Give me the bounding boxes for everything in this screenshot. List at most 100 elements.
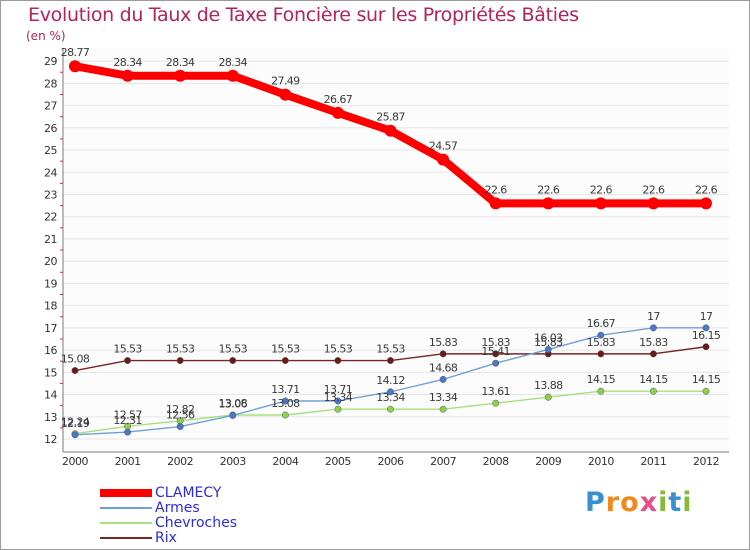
data-point-chevroches [281,411,289,419]
y-tick-label: 14 [44,389,57,402]
data-label-armes: 16.67 [587,317,616,330]
data-point-clamecy [437,153,450,166]
data-point-chevroches [387,405,394,413]
data-point-clamecy [279,88,292,101]
data-label-clamecy: 24.57 [429,140,458,153]
y-tick-label: 22 [44,211,57,224]
logo-letter: i [682,487,693,518]
data-point-clamecy [121,69,134,82]
data-label-armes: 17 [647,310,660,323]
y-tick-label: 15 [44,366,57,379]
y-tick-label: 25 [44,144,57,157]
data-point-rix [649,350,657,358]
data-point-armes [439,375,447,383]
data-label-rix: 15.53 [219,343,248,356]
data-label-armes: 13.06 [219,397,248,410]
data-label-chevroches: 13.08 [219,397,248,410]
data-point-armes [124,428,132,436]
data-point-clamecy [226,69,239,82]
data-label-rix: 15.83 [639,336,668,349]
data-point-armes [597,331,605,339]
y-tick-label: 29 [44,55,57,68]
data-point-armes [387,388,394,396]
logo-letter: P [585,487,606,518]
data-label-chevroches: 14.15 [587,373,616,386]
data-label-chevroches: 13.34 [324,391,353,404]
data-label-rix: 15.83 [534,336,563,349]
x-tick-label: 2010 [588,455,614,468]
y-tick-label: 17 [44,322,57,335]
data-label-chevroches: 12.82 [166,403,195,416]
data-point-rix [492,350,500,358]
x-tick-label: 2004 [272,455,298,468]
data-label-armes: 12.19 [61,417,90,430]
data-point-clamecy [594,197,607,210]
data-point-rix [334,357,342,364]
data-point-armes [649,324,657,332]
data-point-rix [71,367,79,374]
data-label-rix: 15.53 [166,343,195,356]
data-label-armes: 13.71 [324,383,353,396]
y-tick-label: 19 [44,277,57,290]
logo-letter: i [658,487,669,518]
data-point-clamecy [700,197,712,210]
data-point-rix [124,357,132,364]
legend-swatch-rix [100,537,152,539]
data-label-clamecy: 22.6 [590,183,613,196]
data-point-armes [176,423,184,431]
data-label-chevroches: 13.88 [534,379,563,392]
y-tick-label: 20 [44,255,57,268]
data-label-armes: 12.31 [113,414,142,427]
data-point-armes [544,345,552,353]
data-label-armes: 14.12 [376,374,405,387]
logo-letter: o [620,487,640,518]
data-point-chevroches [649,387,657,395]
data-point-chevroches [702,387,710,395]
x-tick-label: 2012 [693,455,719,468]
data-label-clamecy: 22.6 [642,183,665,196]
data-label-clamecy: 28.34 [219,56,248,69]
data-label-clamecy: 28.34 [166,56,195,69]
data-label-chevroches: 12.24 [61,416,90,429]
data-point-rix [439,350,447,358]
data-label-rix: 15.83 [429,336,458,349]
data-label-rix: 15.53 [324,343,353,356]
y-tick-label: 23 [44,188,57,201]
legend-label-armes: Armes [155,500,200,516]
x-tick-label: 2003 [220,455,246,468]
data-label-chevroches: 13.08 [271,397,300,410]
data-label-armes: 16.03 [534,331,563,344]
data-point-clamecy [331,106,344,119]
x-tick-label: 2011 [640,455,666,468]
data-point-rix [702,343,710,351]
data-label-armes: 14.68 [429,361,458,374]
legend-swatch-armes [100,507,152,509]
data-label-armes: 13.71 [271,383,300,396]
data-label-rix: 15.53 [271,343,300,356]
data-point-armes [702,324,710,332]
data-label-rix: 16.15 [692,329,721,342]
data-point-rix [597,350,605,358]
legend-label-chevroches: Chevroches [155,515,238,531]
x-tick-label: 2006 [378,455,404,468]
y-tick-label: 28 [44,77,57,90]
data-label-rix: 15.08 [61,353,90,366]
data-label-clamecy: 27.49 [271,75,300,88]
data-label-clamecy: 22.6 [485,183,508,196]
data-point-rix [387,357,394,364]
data-point-chevroches [492,399,500,407]
data-label-armes: 15.41 [481,345,510,358]
data-label-chevroches: 13.61 [481,385,510,398]
data-label-clamecy: 22.6 [537,183,560,196]
data-point-armes [492,359,500,367]
logo-letter: r [605,487,621,518]
data-point-chevroches [597,387,605,395]
data-label-chevroches: 13.34 [376,391,405,404]
data-label-clamecy: 22.6 [695,183,718,196]
x-tick-label: 2007 [430,455,456,468]
data-point-clamecy [69,60,81,73]
y-tick-label: 24 [44,166,57,179]
legend-label-rix: Rix [155,530,177,546]
data-point-armes [229,411,237,419]
